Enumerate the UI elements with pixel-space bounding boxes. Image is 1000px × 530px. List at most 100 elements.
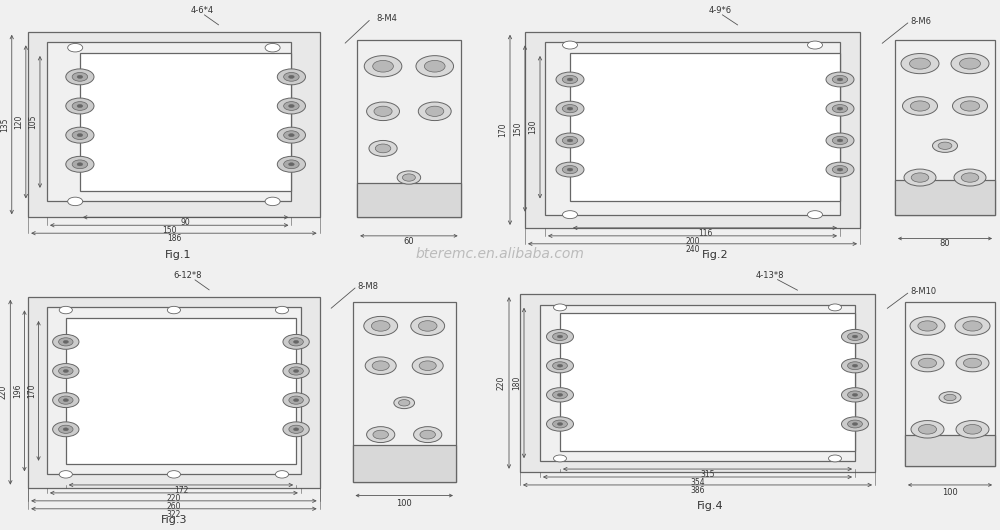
Text: 100: 100 bbox=[942, 489, 958, 497]
Bar bbox=[357, 40, 461, 217]
Text: 120: 120 bbox=[14, 114, 23, 129]
Text: 90: 90 bbox=[181, 218, 191, 227]
Text: 4-13*8: 4-13*8 bbox=[756, 271, 784, 280]
Text: 8-M4: 8-M4 bbox=[376, 14, 397, 23]
Circle shape bbox=[852, 422, 858, 426]
Bar bbox=[28, 32, 320, 217]
Circle shape bbox=[277, 127, 306, 143]
Circle shape bbox=[557, 393, 563, 396]
Circle shape bbox=[375, 144, 391, 153]
Circle shape bbox=[918, 321, 937, 331]
Text: 60: 60 bbox=[404, 237, 414, 245]
Bar bbox=[560, 313, 855, 450]
Circle shape bbox=[910, 58, 930, 69]
Circle shape bbox=[399, 400, 410, 406]
Circle shape bbox=[546, 358, 574, 373]
Bar bbox=[357, 183, 461, 217]
Circle shape bbox=[826, 162, 854, 177]
Circle shape bbox=[848, 362, 862, 369]
Circle shape bbox=[416, 56, 454, 77]
Circle shape bbox=[842, 329, 868, 344]
Text: 200: 200 bbox=[685, 237, 700, 245]
Circle shape bbox=[277, 69, 306, 85]
Text: 130: 130 bbox=[528, 120, 537, 135]
Circle shape bbox=[901, 54, 939, 74]
Circle shape bbox=[961, 173, 979, 182]
Text: 240: 240 bbox=[685, 245, 700, 253]
Circle shape bbox=[419, 361, 436, 370]
Circle shape bbox=[842, 358, 868, 373]
Text: 80: 80 bbox=[940, 240, 950, 248]
Circle shape bbox=[848, 420, 862, 428]
Bar bbox=[47, 307, 301, 474]
Circle shape bbox=[832, 75, 848, 84]
Bar bbox=[47, 42, 291, 201]
Circle shape bbox=[963, 425, 982, 434]
Text: Fig.2: Fig.2 bbox=[702, 250, 728, 260]
Circle shape bbox=[284, 73, 299, 81]
Circle shape bbox=[289, 425, 303, 434]
Circle shape bbox=[808, 41, 822, 49]
Circle shape bbox=[424, 60, 445, 72]
Circle shape bbox=[372, 361, 389, 370]
Circle shape bbox=[963, 321, 982, 331]
Circle shape bbox=[394, 397, 415, 409]
Circle shape bbox=[68, 197, 83, 206]
Circle shape bbox=[77, 104, 83, 108]
Circle shape bbox=[911, 173, 929, 182]
Circle shape bbox=[53, 364, 79, 378]
Text: Fig.1: Fig.1 bbox=[165, 250, 192, 260]
Circle shape bbox=[837, 139, 843, 142]
Circle shape bbox=[567, 139, 573, 142]
Bar bbox=[352, 445, 456, 482]
Circle shape bbox=[553, 391, 567, 399]
Circle shape bbox=[289, 163, 294, 166]
Text: 170: 170 bbox=[498, 122, 507, 137]
Circle shape bbox=[954, 169, 986, 186]
Circle shape bbox=[902, 96, 938, 116]
Circle shape bbox=[918, 358, 937, 368]
Circle shape bbox=[418, 102, 451, 120]
Text: 150: 150 bbox=[513, 121, 522, 136]
Bar bbox=[905, 302, 995, 466]
Circle shape bbox=[66, 156, 94, 172]
Text: 322: 322 bbox=[167, 510, 181, 518]
Circle shape bbox=[951, 54, 989, 74]
Text: 4-9*6: 4-9*6 bbox=[708, 6, 732, 15]
Circle shape bbox=[837, 107, 843, 110]
Bar bbox=[520, 294, 875, 472]
Circle shape bbox=[828, 304, 842, 311]
Circle shape bbox=[553, 362, 567, 369]
Circle shape bbox=[808, 210, 822, 218]
Text: 220: 220 bbox=[497, 376, 506, 390]
Text: 150: 150 bbox=[162, 226, 176, 235]
Circle shape bbox=[373, 60, 393, 72]
Circle shape bbox=[402, 174, 415, 181]
Circle shape bbox=[553, 420, 567, 428]
Circle shape bbox=[374, 106, 392, 117]
Text: 354: 354 bbox=[690, 478, 705, 487]
Bar bbox=[545, 42, 840, 215]
Circle shape bbox=[837, 168, 843, 171]
Circle shape bbox=[557, 422, 563, 426]
Circle shape bbox=[72, 131, 88, 139]
Circle shape bbox=[284, 131, 299, 139]
Text: 8-M6: 8-M6 bbox=[910, 17, 931, 25]
Circle shape bbox=[852, 335, 858, 338]
Circle shape bbox=[167, 471, 180, 478]
Text: Fig.4: Fig.4 bbox=[697, 501, 723, 511]
Text: 105: 105 bbox=[28, 114, 37, 129]
Circle shape bbox=[59, 425, 73, 434]
Circle shape bbox=[842, 417, 868, 431]
Text: 220: 220 bbox=[0, 385, 8, 400]
Circle shape bbox=[59, 396, 73, 404]
Circle shape bbox=[567, 107, 573, 110]
Circle shape bbox=[918, 425, 937, 434]
Circle shape bbox=[904, 169, 936, 186]
Circle shape bbox=[277, 156, 306, 172]
Circle shape bbox=[53, 422, 79, 437]
Circle shape bbox=[77, 75, 83, 78]
Circle shape bbox=[557, 364, 563, 367]
Circle shape bbox=[828, 455, 842, 462]
Text: 180: 180 bbox=[512, 376, 521, 390]
